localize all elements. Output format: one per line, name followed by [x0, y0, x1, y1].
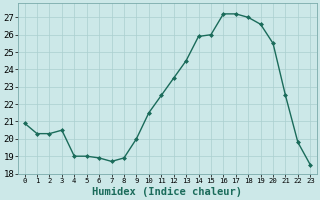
X-axis label: Humidex (Indice chaleur): Humidex (Indice chaleur) [92, 186, 243, 197]
